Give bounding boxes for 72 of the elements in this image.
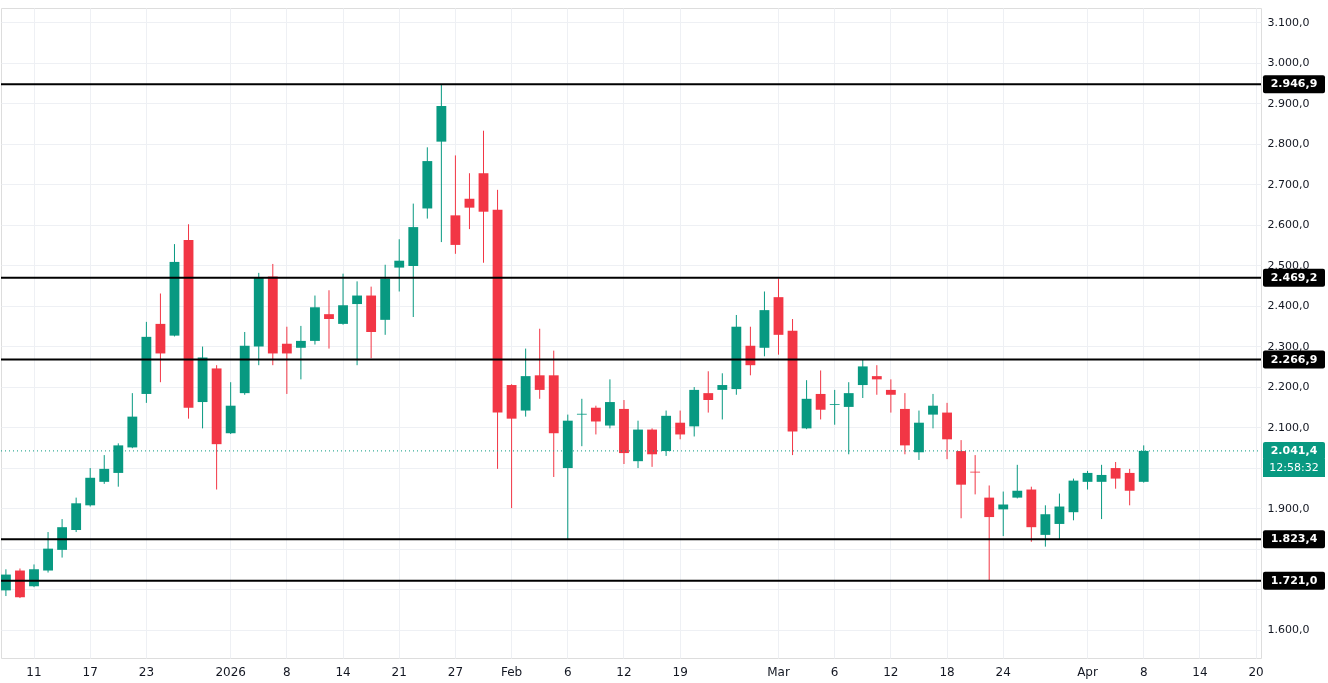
candlestick <box>43 531 53 574</box>
x-tick-label: 27 <box>447 664 464 679</box>
x-tick-label: 12 <box>616 664 632 679</box>
candlestick <box>352 280 362 366</box>
x-tick-label: 11 <box>26 664 42 679</box>
x-tick-label: 6 <box>830 664 839 679</box>
x-tick-label: 21 <box>391 664 407 679</box>
candlestick <box>534 328 545 400</box>
x-tick-label: 6 <box>563 664 572 679</box>
ref-line-label: 1.823,4 <box>1270 532 1318 546</box>
y-tick-label: 3.100,0 <box>1267 15 1310 29</box>
candlestick <box>885 378 896 414</box>
candlestick <box>1040 504 1051 548</box>
y-tick-label: 2.300,0 <box>1267 339 1310 353</box>
candlestick <box>464 172 475 230</box>
y-tick-label: 2.100,0 <box>1267 420 1310 434</box>
candlestick <box>99 454 110 485</box>
x-tick-label: Feb <box>500 664 523 679</box>
x-tick-label: Apr <box>1077 664 1098 679</box>
y-tick-label: 2.600,0 <box>1267 218 1310 232</box>
candlestick <box>1124 468 1135 506</box>
candlestick <box>1110 461 1121 490</box>
y-tick-label: 2.500,0 <box>1267 258 1310 272</box>
text: 12:58:32 <box>1269 460 1319 474</box>
y-tick-label: 3.000,0 <box>1267 56 1310 70</box>
candlestick <box>394 238 405 292</box>
y-tick-label: 2.900,0 <box>1267 96 1310 110</box>
candlestick <box>1012 464 1023 499</box>
candlestick <box>829 389 840 426</box>
x-tick-label: 8 <box>1139 664 1148 679</box>
x-tick-label: 14 <box>1192 664 1208 679</box>
candlestick <box>928 393 938 429</box>
x-tick-label: 2026 <box>215 664 246 679</box>
y-tick-label: 2.700,0 <box>1267 177 1310 191</box>
candlestick <box>295 325 306 380</box>
candlestick <box>675 410 686 440</box>
candlestick <box>984 484 995 582</box>
y-tick-label: 2.200,0 <box>1267 380 1310 394</box>
x-tick-label: 17 <box>82 664 98 679</box>
x-tick-label: 14 <box>335 664 351 679</box>
ref-line-label: 2.266,9 <box>1270 352 1318 366</box>
ref-line-label: 2.946,9 <box>1270 77 1318 91</box>
candlestick <box>605 378 615 429</box>
candlestick <box>970 454 981 495</box>
x-tick-label: Mar <box>767 664 790 679</box>
y-tick-label: 1.900,0 <box>1267 501 1310 515</box>
candlestick <box>815 369 826 420</box>
candlestick <box>1096 464 1107 520</box>
x-tick-label: 20 <box>1248 664 1264 679</box>
y-tick-label: 2.800,0 <box>1267 137 1310 151</box>
x-tick-label: 24 <box>995 664 1011 679</box>
candlestick <box>717 372 728 420</box>
candlestick <box>590 405 601 435</box>
ref-line-label: 2.469,2 <box>1270 270 1318 284</box>
candlestick <box>338 273 348 326</box>
candlestick <box>324 289 334 350</box>
candlestick <box>857 359 868 399</box>
candlestick <box>871 364 882 396</box>
y-tick-label: 2.400,0 <box>1267 299 1310 313</box>
candlestick <box>576 398 587 447</box>
x-tick-label: 8 <box>283 664 291 679</box>
ref-line-label: 2.041,4 <box>1270 443 1318 457</box>
x-tick-label: 19 <box>672 664 688 679</box>
candlestick <box>1082 470 1093 491</box>
ref-line-label: 1.721,0 <box>1270 573 1318 587</box>
candlestick <box>703 370 714 414</box>
x-tick-label: 23 <box>138 664 155 679</box>
candlestick <box>281 326 292 395</box>
x-tick-label: 18 <box>939 664 955 679</box>
y-tick-label: 1.600,0 <box>1267 623 1310 637</box>
x-tick-label: 12 <box>883 664 899 679</box>
candlestick <box>57 518 68 559</box>
